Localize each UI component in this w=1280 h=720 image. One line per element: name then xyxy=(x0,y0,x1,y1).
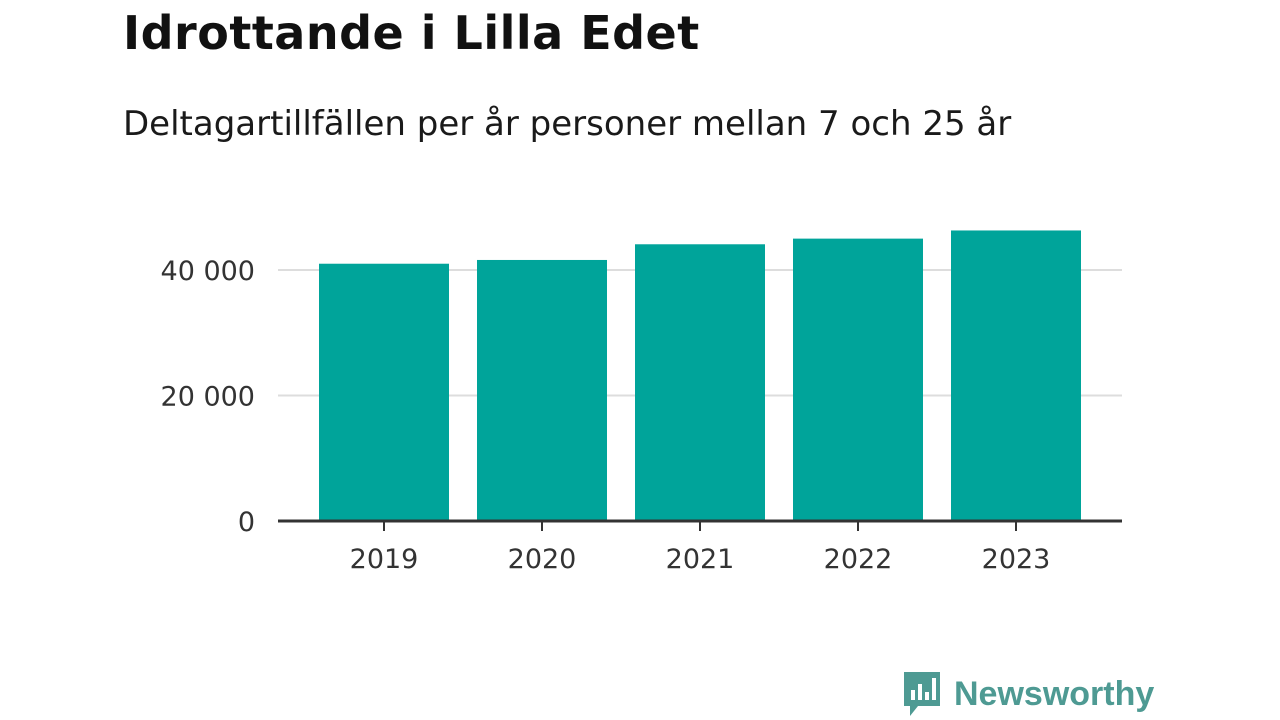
axes: 0 20 000 40 000 2019 2020 2021 2022 2023 xyxy=(161,256,1122,575)
newsworthy-logo: Newsworthy xyxy=(902,670,1154,718)
x-tick-label: 2020 xyxy=(508,544,577,575)
brand-name: Newsworthy xyxy=(954,674,1155,713)
x-tick-label: 2019 xyxy=(350,544,419,575)
y-tick-label: 40 000 xyxy=(161,256,255,287)
bar-chart-speech-bubble-icon xyxy=(904,672,940,716)
x-tick-label: 2022 xyxy=(824,544,893,575)
bar-2022 xyxy=(793,238,923,521)
x-tick-label: 2023 xyxy=(982,544,1051,575)
y-tick-label: 0 xyxy=(238,507,255,538)
chart-subtitle: Deltagartillfällen per år personer mella… xyxy=(123,104,1012,144)
bars xyxy=(319,230,1081,521)
bar-2023 xyxy=(951,230,1081,521)
y-tick-label: 20 000 xyxy=(161,382,255,413)
bar-2021 xyxy=(635,244,765,521)
bar-2019 xyxy=(319,263,449,521)
bar-2020 xyxy=(477,259,607,521)
x-tick-label: 2021 xyxy=(666,544,735,575)
chart-title: Idrottande i Lilla Edet xyxy=(123,6,700,60)
